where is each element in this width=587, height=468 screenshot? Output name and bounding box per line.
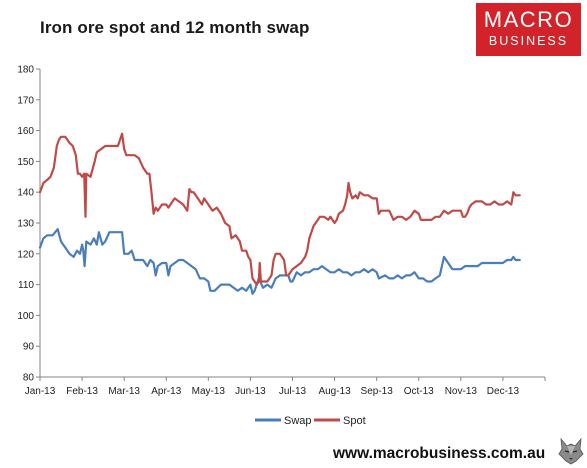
y-tick-label: 120 <box>17 249 34 260</box>
macrobusiness-logo: MACRO BUSINESS <box>476 3 581 56</box>
legend-swap-label: Swap <box>284 415 312 427</box>
chart-title: Iron ore spot and 12 month swap <box>40 18 310 37</box>
x-tick-label: May-13 <box>192 386 226 397</box>
x-tick-label: Mar-13 <box>108 386 140 397</box>
y-tick-label: 80 <box>23 373 35 384</box>
x-tick-label: Dec-13 <box>487 386 520 397</box>
chart-series <box>38 132 521 295</box>
x-tick-label: Jul-13 <box>279 386 307 397</box>
chart-axes: 80 90 100 110 120 130 140 150 160 170 180 Jan-13 Feb… <box>17 65 546 397</box>
y-tick-label: 100 <box>17 311 34 322</box>
series-line-spot <box>38 132 521 286</box>
wolf-head-icon <box>558 437 584 465</box>
x-tick-label: Oct-13 <box>404 386 434 397</box>
y-tick-label: 110 <box>18 280 34 291</box>
y-tick-label: 140 <box>17 188 34 199</box>
y-tick-label: 160 <box>17 126 34 137</box>
y-tick-label: 90 <box>23 342 35 353</box>
x-tick-label: Jan-13 <box>25 386 56 397</box>
logo-line-2: BUSINESS <box>488 34 569 48</box>
x-tick-label: Feb-13 <box>66 386 98 397</box>
y-tick-label: 150 <box>17 157 34 168</box>
y-tick-label: 130 <box>17 219 34 230</box>
series-line-swap <box>38 228 521 295</box>
y-tick-label: 170 <box>17 95 34 106</box>
y-tick-label: 180 <box>17 65 34 76</box>
x-tick-label: Sep-13 <box>361 386 394 397</box>
x-tick-label: Apr-13 <box>151 386 181 397</box>
x-tick-label: Jun-13 <box>235 386 266 397</box>
chart-legend: Swap Spot <box>255 415 366 427</box>
website-url: www.macrobusiness.com.au <box>333 445 546 462</box>
legend-spot-label: Spot <box>343 415 366 427</box>
x-tick-label: Nov-13 <box>445 386 478 397</box>
logo-line-1: MACRO <box>483 7 574 32</box>
x-tick-label: Aug-13 <box>318 386 351 397</box>
